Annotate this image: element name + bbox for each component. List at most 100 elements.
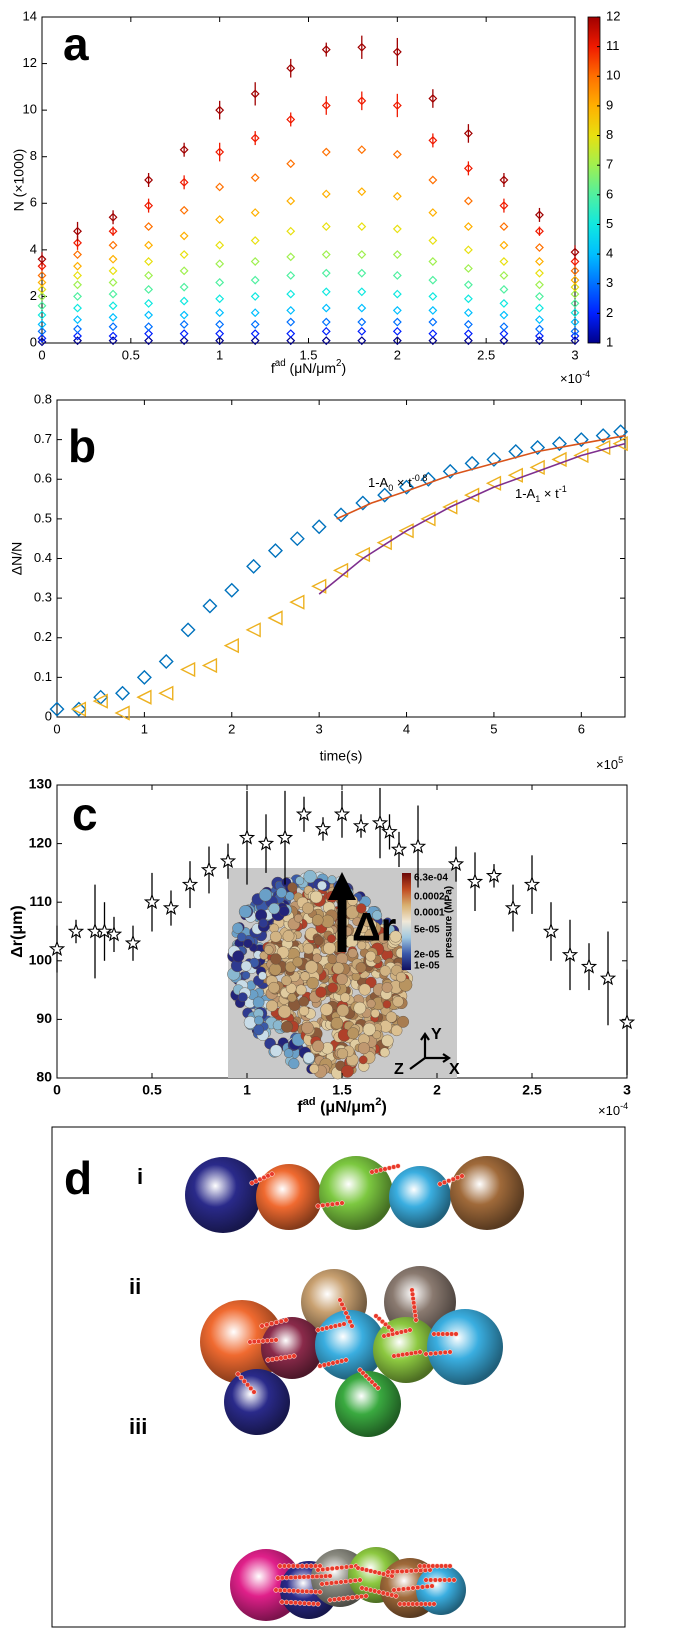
data-point [215,240,225,250]
bond-bead [343,1564,350,1570]
data-point [612,435,628,452]
data-point [463,245,473,255]
bond-bead [359,1585,365,1591]
data-point [486,451,502,467]
bond-bead [315,1567,321,1573]
cell [309,1063,319,1074]
bond-bead [381,1333,387,1339]
data-point [499,240,509,250]
cell [268,981,280,994]
bond-bead [251,1339,257,1345]
cell [379,965,391,977]
bond-bead [331,1596,338,1603]
data-point [267,543,283,559]
cell [382,1000,392,1009]
cell [240,960,252,972]
bond-bead [319,1581,325,1587]
y-tick-label: 90 [36,1010,52,1026]
bond-bead [386,1165,392,1171]
data-point [73,261,82,271]
bond-bead [337,1297,343,1303]
cell [364,928,378,942]
cell [252,996,265,1009]
data-point [499,322,509,332]
axis-letter: X [449,1061,460,1078]
bond-bead [339,1301,345,1307]
data-point [580,958,598,974]
cell [340,992,351,1003]
bond-bead [259,1323,265,1329]
bond-bead [333,1579,339,1586]
bond-bead [373,1168,379,1174]
cell [347,1027,360,1040]
bond-bead [281,1563,288,1569]
x-tick-label: 1 [243,1082,251,1098]
bond-bead [414,1601,420,1607]
data-point [108,336,118,346]
data-point [420,471,436,487]
plot-frame [41,16,576,344]
data-point [250,89,260,99]
axis-multiplier-part: ×10 [598,1103,620,1118]
data-point [295,805,313,822]
cell [253,1024,265,1036]
bond-bead [321,1362,327,1368]
data-point [286,252,296,262]
data-point [392,250,402,259]
bond-bead [435,1331,442,1337]
cell [287,993,297,1003]
x-axis-label-part: ) [341,360,346,376]
data-point [463,336,473,346]
bond-bead [269,1171,275,1177]
data-point [179,145,189,155]
cell [355,962,367,973]
data-point [71,701,87,717]
data-point [37,333,47,343]
bond-bead [376,1570,382,1576]
cell [330,1017,344,1030]
data-point [357,326,367,336]
x-axis-label-part: ad [275,358,286,369]
data-point [215,308,225,318]
bond-bead [363,1593,369,1599]
bond-bead [358,1593,365,1600]
data-point [219,852,237,869]
cell [270,953,282,965]
bond-bead [297,1600,303,1606]
fit-annotation: 1-A1 × t-1 [515,484,567,504]
data-point [321,326,331,336]
bond-bead [410,1601,416,1607]
data-point [570,289,580,299]
data-point [463,163,473,173]
data-point [535,303,544,313]
panel-letter: b [68,420,96,472]
bond-bead [431,1331,437,1337]
cell [302,942,315,955]
x-axis-label-part: ) [381,1099,386,1116]
data-point [355,495,371,511]
cell [295,984,307,996]
data-point [463,308,473,318]
data-point [108,322,118,332]
cell [397,1015,409,1028]
data-point [108,226,118,236]
data-point [136,669,152,685]
data-point [428,208,438,218]
data-point [463,294,473,304]
data-point [463,319,473,329]
bond-bead [328,1580,335,1586]
data-point [108,212,118,222]
data-point [463,196,473,206]
x-axis-label: time(s) [320,748,363,764]
bond-bead [291,1588,297,1594]
bond-bead [310,1601,317,1607]
bond-bead [329,1565,335,1572]
axis-letter: Y [431,1026,442,1043]
data-point [48,940,66,957]
bond-bead [390,1569,396,1575]
data-point [392,149,402,159]
bond-bead [275,1575,281,1581]
bond-bead [421,1563,427,1569]
data-point [144,240,154,250]
